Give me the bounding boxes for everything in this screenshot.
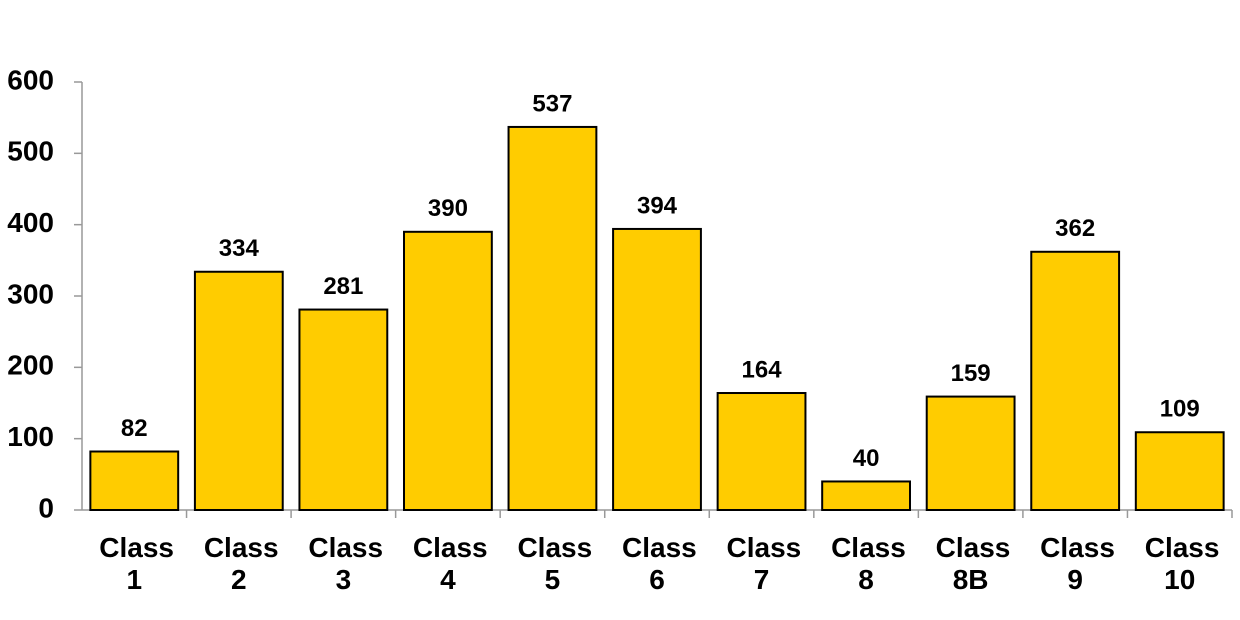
bar xyxy=(1134,431,1225,512)
data-label: 40 xyxy=(853,445,880,472)
data-label: 164 xyxy=(742,356,783,383)
bar xyxy=(298,308,389,512)
bar xyxy=(507,125,598,511)
data-label: 281 xyxy=(323,273,363,300)
data-label: 159 xyxy=(951,360,991,387)
y-tick-label: 300 xyxy=(7,278,54,309)
data-label: 334 xyxy=(219,235,260,262)
y-tick-label: 500 xyxy=(7,136,54,167)
x-tick-label: Class 10 xyxy=(1144,532,1220,595)
data-label: 362 xyxy=(1055,215,1095,242)
x-tick-label: Class 8 xyxy=(831,532,906,595)
data-label: 390 xyxy=(428,195,468,222)
x-tick-label: Class 5 xyxy=(517,532,593,595)
x-tick-label: Class 4 xyxy=(412,532,488,595)
bar xyxy=(89,450,180,511)
x-tick-label: Class 7 xyxy=(726,532,802,595)
y-tick-label: 200 xyxy=(7,350,54,381)
x-tick-label: Class 2 xyxy=(203,532,279,595)
y-tick-label: 400 xyxy=(7,207,54,238)
data-label: 82 xyxy=(121,415,148,442)
x-tick-label: Class 8B xyxy=(935,532,1011,595)
bar xyxy=(193,270,284,511)
x-tick-label: Class 1 xyxy=(99,532,174,595)
bar xyxy=(716,392,807,511)
bar xyxy=(612,227,702,512)
x-tick-label: Class 3 xyxy=(308,532,384,595)
x-tick-label: Class 9 xyxy=(1040,532,1115,595)
y-tick-label: 100 xyxy=(7,421,54,452)
data-label: 109 xyxy=(1160,396,1200,423)
data-label: 394 xyxy=(637,192,678,219)
bar xyxy=(403,230,493,512)
x-tick-label: Class 6 xyxy=(622,532,697,595)
bar xyxy=(821,480,912,512)
data-label: 537 xyxy=(532,90,572,117)
bar xyxy=(925,395,1016,511)
y-tick-label: 600 xyxy=(7,64,54,95)
y-tick-label: 0 xyxy=(38,492,54,523)
bar xyxy=(1030,250,1121,511)
